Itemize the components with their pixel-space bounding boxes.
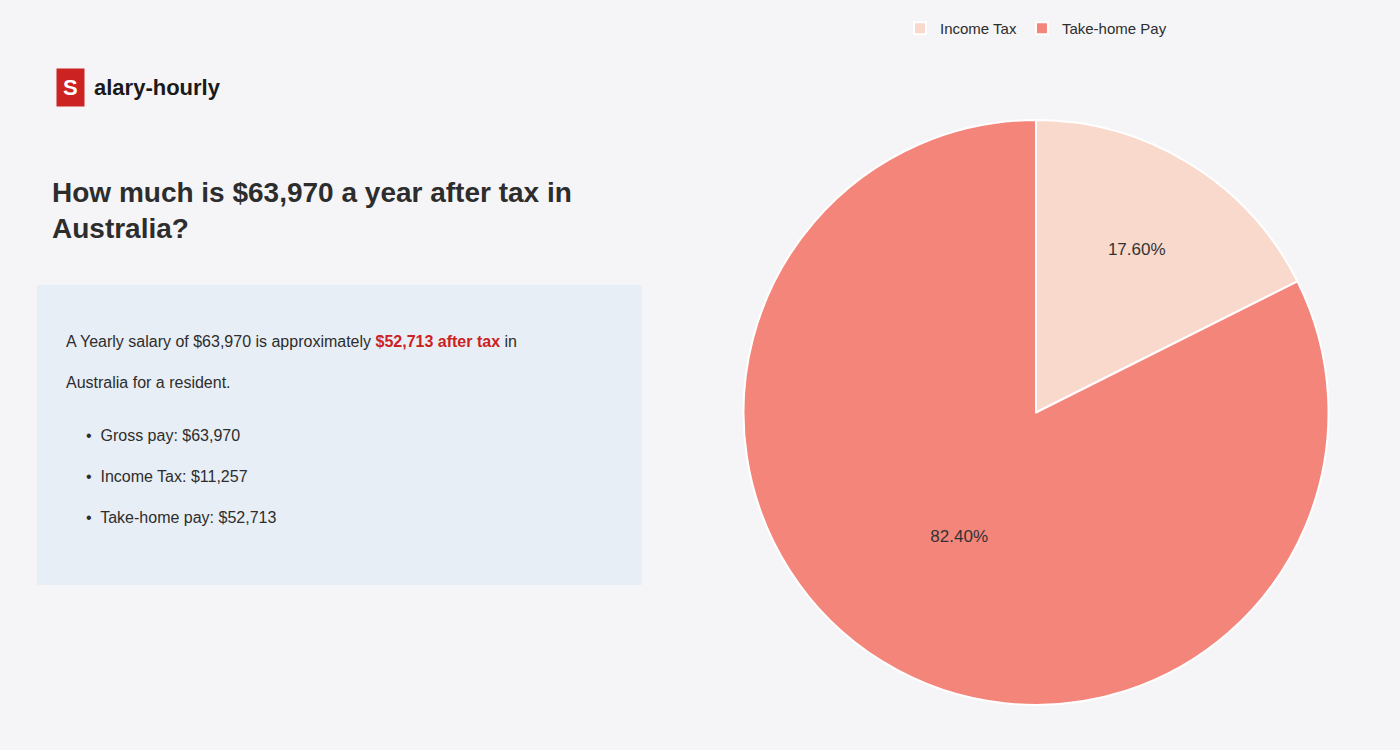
svg-text:• Take-home pay: $52,713: • Take-home pay: $52,713 [86,509,276,526]
svg-text:alary-hourly: alary-hourly [94,75,221,100]
svg-text:How much is $63,970 a year aft: How much is $63,970 a year after tax inA… [52,177,572,244]
svg-text:Australia for a resident.: Australia for a resident. [66,374,231,391]
svg-text:82.40%: 82.40% [930,527,988,546]
svg-text:Income Tax: Income Tax [940,20,1017,37]
svg-text:• Income Tax: $11,257: • Income Tax: $11,257 [86,468,248,485]
svg-text:• Gross pay: $63,970: • Gross pay: $63,970 [86,427,240,444]
svg-text:S: S [63,75,78,100]
svg-text:A Yearly salary of $63,970 is: A Yearly salary of $63,970 is approximat… [66,333,517,350]
svg-text:Take-home Pay: Take-home Pay [1062,20,1167,37]
svg-text:17.60%: 17.60% [1108,240,1166,259]
